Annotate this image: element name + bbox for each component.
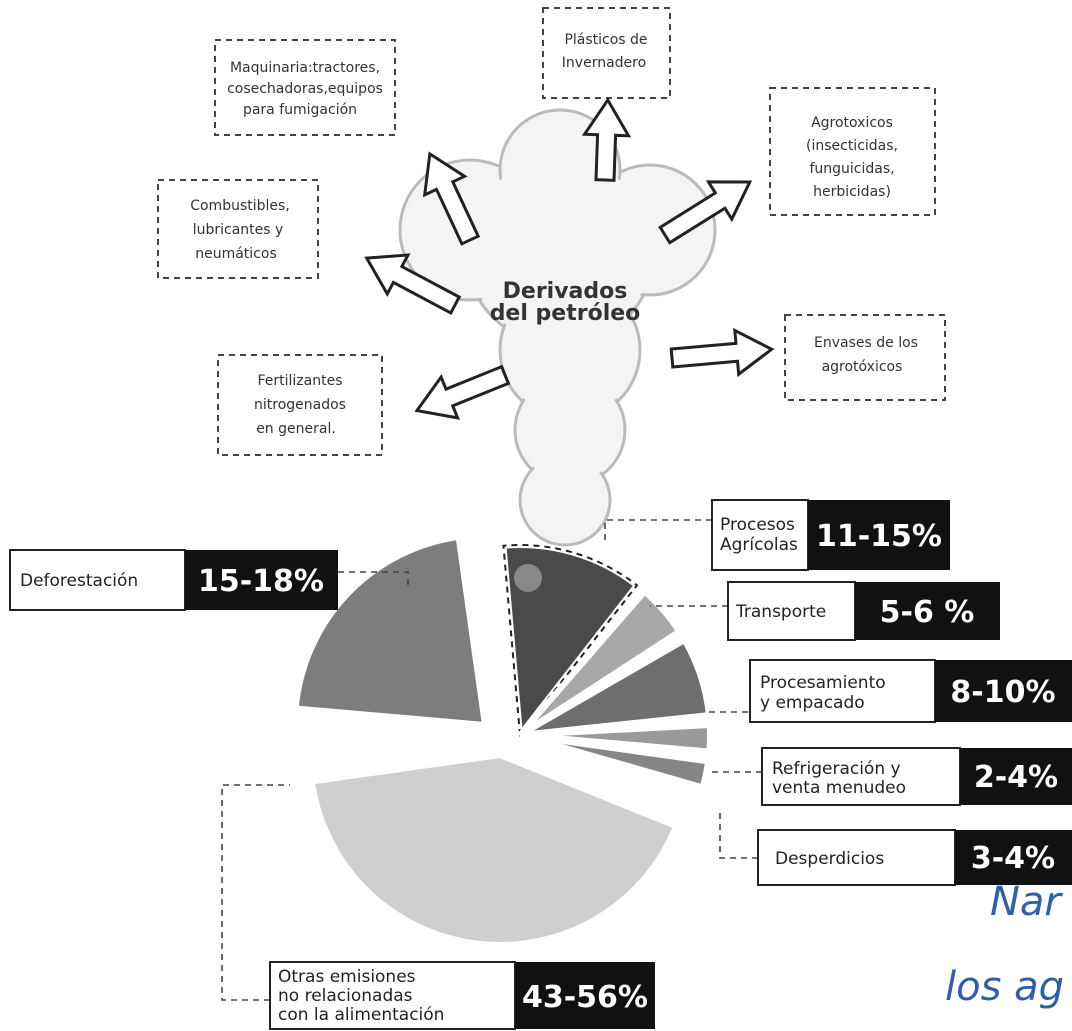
label-text: Procesamiento xyxy=(760,673,886,693)
box-text: Fertilizantes xyxy=(257,373,342,389)
box-text: neumáticos xyxy=(195,246,277,262)
label-text: no relacionadas xyxy=(278,986,413,1006)
drop xyxy=(514,564,542,592)
label-text: con la alimentación xyxy=(278,1005,444,1025)
box-text: Maquinaria:tractores, xyxy=(230,60,380,76)
box xyxy=(543,8,670,98)
diagram: Derivados del petróleo Maquinaria:tracto… xyxy=(0,0,1072,1031)
share-text: 43-56% xyxy=(522,980,648,1015)
box-text: Plásticos de xyxy=(564,32,647,48)
overlay-text: Nar xyxy=(990,879,1063,925)
box-text: herbicidas) xyxy=(813,184,891,200)
box-text: Agrotoxicos xyxy=(811,115,893,131)
box-text: funguicidas, xyxy=(809,161,894,177)
share-text: 8-10% xyxy=(950,675,1055,710)
box-text: lubricantes y xyxy=(193,222,284,238)
label-text: Procesos xyxy=(720,515,795,535)
pie-slice xyxy=(312,755,676,945)
label-text: y empacado xyxy=(760,693,865,713)
box-text: agrotóxicos xyxy=(822,359,903,375)
label-text: Desperdicios xyxy=(775,849,884,869)
box-text: Combustibles, xyxy=(190,198,290,214)
pie xyxy=(296,537,710,945)
box-text: Envases de los xyxy=(814,335,918,351)
label-text: Refrigeración y xyxy=(772,759,901,779)
share-text: 11-15% xyxy=(816,519,942,554)
share-text: 5-6 % xyxy=(880,595,975,630)
box-text: cosechadoras,equipos xyxy=(227,81,383,97)
label-text: Otras emisiones xyxy=(278,967,416,987)
box-text: (insecticidas, xyxy=(806,138,898,154)
box-text: nitrogenados xyxy=(254,397,346,413)
share-text: 3-4% xyxy=(971,841,1055,876)
label-text: venta menudeo xyxy=(772,778,906,798)
label-text: Transporte xyxy=(735,602,826,622)
label-text: Agrícolas xyxy=(720,535,798,555)
center-label: del petróleo xyxy=(490,301,641,326)
box-text: en general. xyxy=(256,421,336,437)
box xyxy=(785,315,945,400)
label-text: Deforestación xyxy=(20,571,138,591)
overlay-text: los ag xyxy=(945,964,1064,1010)
box-text: para fumigación xyxy=(243,102,357,118)
box-text: Invernadero xyxy=(562,55,646,71)
share-text: 2-4% xyxy=(974,760,1058,795)
share-text: 15-18% xyxy=(198,564,324,599)
